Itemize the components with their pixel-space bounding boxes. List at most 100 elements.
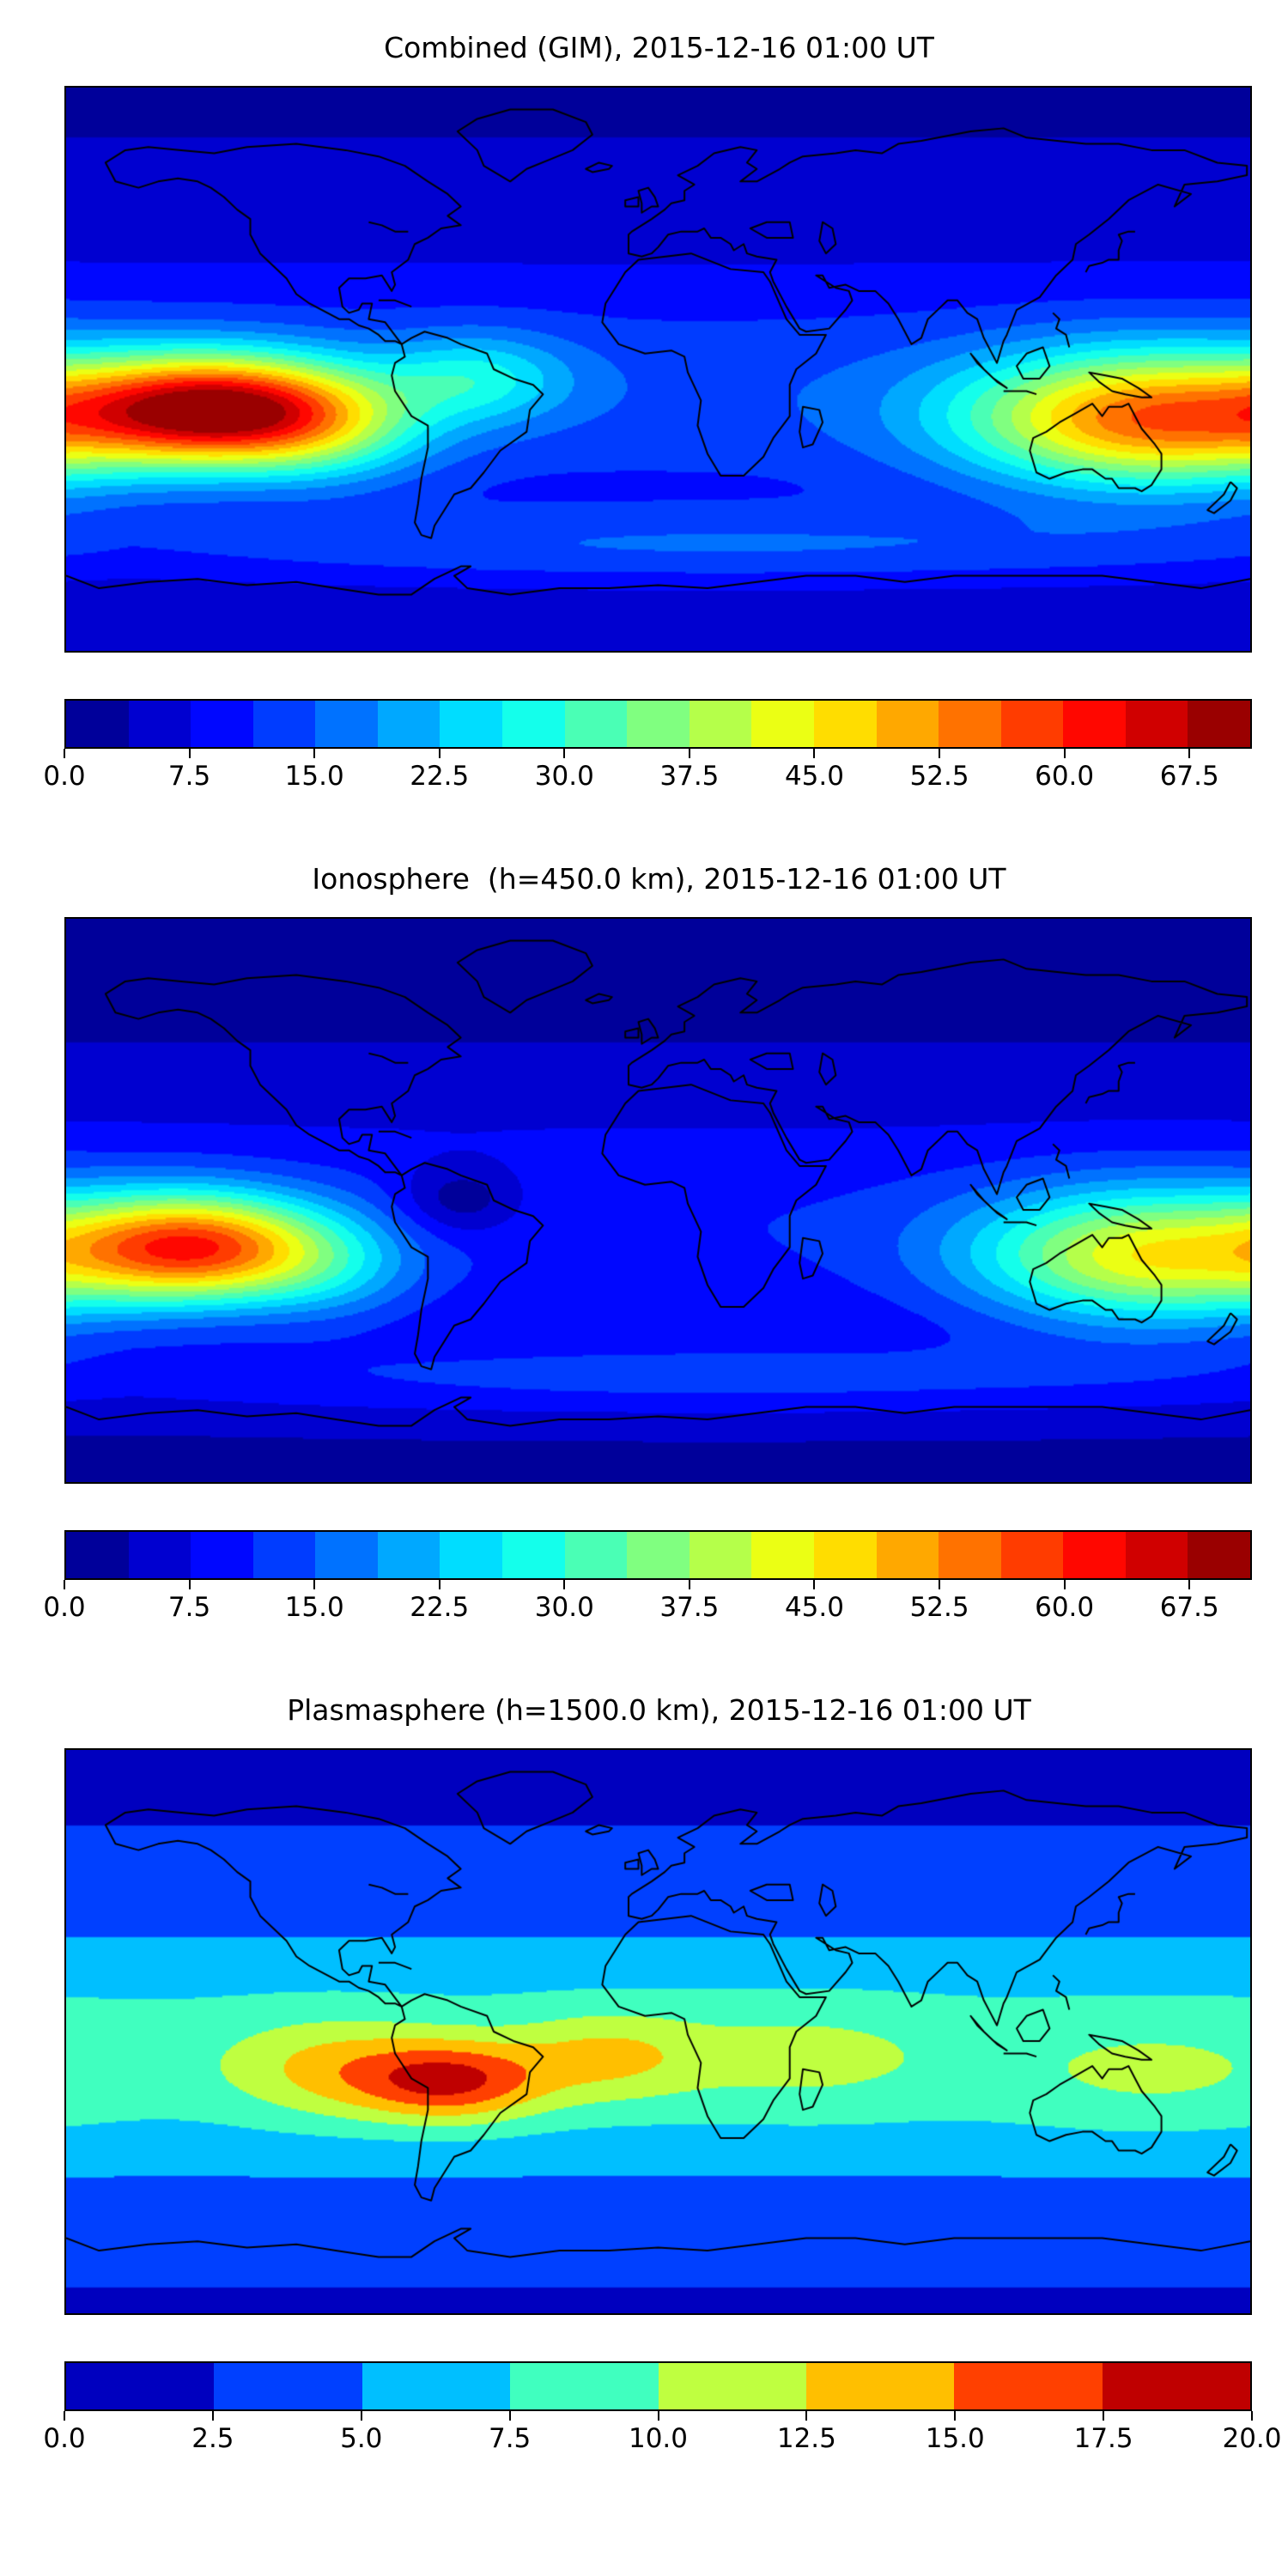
colorbar-tick-label: 15.0 bbox=[284, 761, 344, 792]
colorbar-segment bbox=[66, 701, 129, 747]
colorbar-tick bbox=[813, 1580, 816, 1589]
colorbar-segment bbox=[377, 1532, 440, 1578]
colorbar-tick-label: 12.5 bbox=[776, 2423, 836, 2454]
colorbar-tick bbox=[313, 749, 316, 758]
colorbar-tick bbox=[939, 749, 941, 758]
colorbar-tick bbox=[1063, 749, 1066, 758]
colorbar-tick bbox=[813, 749, 816, 758]
colorbar-tickmarks bbox=[64, 1580, 1252, 1590]
colorbar-tick bbox=[360, 2411, 362, 2421]
colorbar-tick bbox=[563, 1580, 566, 1589]
colorbar-segment bbox=[1063, 1532, 1126, 1578]
colorbar-segment bbox=[813, 1532, 877, 1578]
colorbar-segment bbox=[502, 701, 565, 747]
world-map-combined bbox=[64, 86, 1252, 653]
colorbar-segment bbox=[954, 2363, 1103, 2409]
colorbar-segment bbox=[191, 1532, 253, 1578]
colorbar-tick bbox=[939, 1580, 941, 1589]
colorbar-tick bbox=[64, 2411, 65, 2421]
colorbar-tick bbox=[211, 2411, 214, 2421]
colorbar-tick bbox=[188, 749, 191, 758]
panel-title: Combined (GIM), 2015-12-16 01:00 UT bbox=[384, 31, 934, 64]
coastline-overlay-canvas bbox=[66, 919, 1250, 1482]
colorbar-segment bbox=[939, 1532, 1001, 1578]
colorbar-tick-label: 22.5 bbox=[410, 1592, 470, 1623]
colorbar-segment bbox=[751, 1532, 814, 1578]
colorbar-tick-label: 20.0 bbox=[1222, 2423, 1282, 2454]
colorbar-tick bbox=[688, 1580, 690, 1589]
tec-figure: Combined (GIM), 2015-12-16 01:00 UT 0.0 7… bbox=[43, 9, 1282, 2454]
coastline-overlay-canvas bbox=[66, 1750, 1250, 2313]
colorbar-tick-label: 60.0 bbox=[1035, 761, 1095, 792]
colorbar-segment bbox=[813, 701, 877, 747]
colorbar-tick bbox=[438, 749, 440, 758]
coastline-overlay-canvas bbox=[66, 88, 1250, 651]
colorbar-tick-label: 0.0 bbox=[43, 1592, 86, 1623]
colorbar-tick bbox=[688, 749, 690, 758]
colorbar-tick bbox=[1188, 749, 1191, 758]
world-map-plasmasphere bbox=[64, 1748, 1252, 2315]
panel-title: Ionosphere (h=450.0 km), 2015-12-16 01:0… bbox=[312, 862, 1006, 896]
colorbar bbox=[64, 699, 1252, 749]
colorbar-segment bbox=[361, 2363, 511, 2409]
colorbar-tick bbox=[1063, 1580, 1066, 1589]
colorbar-tick-label: 17.5 bbox=[1073, 2423, 1133, 2454]
world-map-ionosphere bbox=[64, 917, 1252, 1484]
colorbar-tick bbox=[1251, 2411, 1253, 2421]
colorbar-segment bbox=[502, 1532, 565, 1578]
colorbar-tickmarks bbox=[64, 2411, 1253, 2421]
colorbar-tick-label: 22.5 bbox=[410, 761, 470, 792]
colorbar-tick-label: 0.0 bbox=[43, 761, 86, 792]
colorbar-tick-label: 30.0 bbox=[534, 1592, 594, 1623]
colorbar-tick bbox=[438, 1580, 440, 1589]
colorbar-segment bbox=[689, 701, 752, 747]
colorbar-tick-label: 37.5 bbox=[659, 1592, 720, 1623]
colorbar-tick bbox=[1188, 1580, 1191, 1589]
colorbar-tickmarks bbox=[64, 749, 1252, 759]
colorbar-segment bbox=[315, 1532, 378, 1578]
colorbar-segment bbox=[627, 701, 690, 747]
panel-title: Plasmasphere (h=1500.0 km), 2015-12-16 0… bbox=[287, 1693, 1031, 1727]
colorbar-segment bbox=[377, 701, 440, 747]
colorbar-segment bbox=[627, 1532, 690, 1578]
colorbar-segment bbox=[751, 701, 814, 747]
colorbar-tick-label: 15.0 bbox=[284, 1592, 344, 1623]
colorbar-tick-label: 10.0 bbox=[628, 2423, 689, 2454]
colorbar-segment bbox=[805, 2363, 955, 2409]
colorbar-segment bbox=[66, 1532, 129, 1578]
colorbar-segment bbox=[66, 2363, 215, 2409]
colorbar-segment bbox=[1125, 1532, 1188, 1578]
colorbar-tick bbox=[563, 749, 566, 758]
colorbar-segment bbox=[510, 2363, 659, 2409]
colorbar-tick-label: 37.5 bbox=[659, 761, 720, 792]
colorbar-tick-label: 60.0 bbox=[1035, 1592, 1095, 1623]
colorbar-tick bbox=[313, 1580, 316, 1589]
colorbar-tick-label: 30.0 bbox=[534, 761, 594, 792]
colorbar-tick-label: 2.5 bbox=[191, 2423, 234, 2454]
panel-combined-gim: Combined (GIM), 2015-12-16 01:00 UT 0.0 7… bbox=[43, 9, 1254, 797]
colorbar-segment bbox=[564, 1532, 628, 1578]
colorbar bbox=[64, 2361, 1252, 2411]
colorbar-tick bbox=[64, 749, 65, 758]
colorbar-tick-label: 7.5 bbox=[167, 1592, 211, 1623]
colorbar-segment bbox=[191, 701, 253, 747]
colorbar-tick-labels: 0.0 7.5 15.0 22.5 30.0 37.5 45.0 52.5 60.0 67.5 bbox=[43, 759, 1252, 797]
colorbar-segment bbox=[315, 701, 378, 747]
colorbar-segment bbox=[1063, 701, 1126, 747]
colorbar-tick-label: 7.5 bbox=[167, 761, 211, 792]
colorbar bbox=[64, 1530, 1252, 1580]
colorbar-segment bbox=[1188, 1532, 1250, 1578]
colorbar-tick-label: 5.0 bbox=[340, 2423, 383, 2454]
colorbar-segment bbox=[1102, 2363, 1250, 2409]
colorbar-segment bbox=[1188, 701, 1250, 747]
colorbar-tick-label: 52.5 bbox=[909, 1592, 969, 1623]
colorbar-tick bbox=[805, 2411, 808, 2421]
colorbar-segment bbox=[252, 701, 316, 747]
colorbar-tick bbox=[1103, 2411, 1105, 2421]
colorbar-tick bbox=[657, 2411, 659, 2421]
colorbar-tick bbox=[188, 1580, 191, 1589]
colorbar-segment bbox=[1000, 1532, 1064, 1578]
colorbar-tick-label: 7.5 bbox=[488, 2423, 532, 2454]
colorbar-tick-label: 67.5 bbox=[1159, 761, 1219, 792]
colorbar-tick-label: 15.0 bbox=[925, 2423, 985, 2454]
